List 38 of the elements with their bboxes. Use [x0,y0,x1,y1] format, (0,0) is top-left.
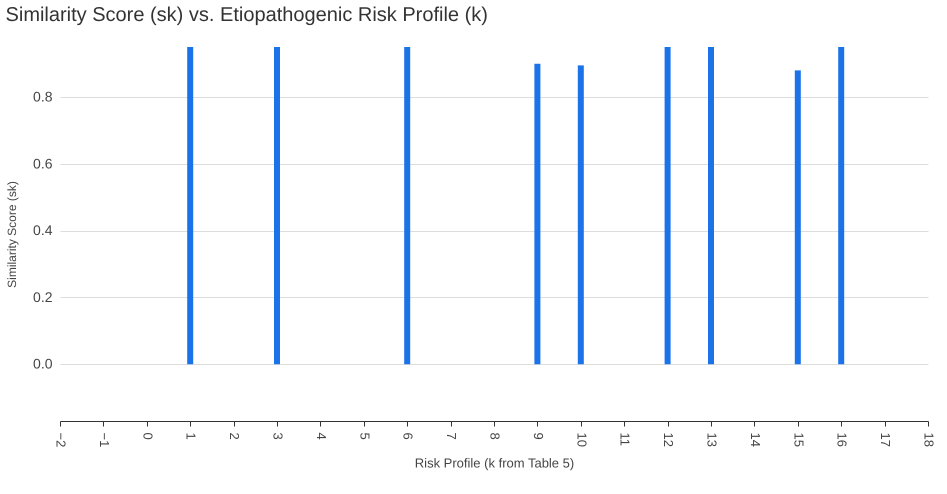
bar [534,64,540,364]
x-tick-label: 4 [314,432,329,440]
x-tick-label: 2 [227,432,242,440]
x-tick-label: 6 [400,432,416,440]
x-tick-label: 5 [357,432,372,440]
x-tick-label: 3 [270,432,286,440]
x-tick-label: 12 [661,432,676,447]
y-tick-label: 0.8 [33,88,53,105]
x-tick-label: 11 [618,432,633,446]
bar [187,47,194,364]
x-tick-label: 15 [791,432,806,447]
y-tick-label: 0.6 [33,155,53,172]
x-tick-label: −2 [54,432,68,448]
y-axis-title: Similarity Score (sk) [5,181,20,288]
x-tick-label: 18 [922,432,936,447]
chart-title: Similarity Score (sk) vs. Etiopathogenic Risk Profile (k) [6,4,488,26]
x-tick-label: 17 [878,432,894,447]
bar [578,65,584,364]
y-tick-label: 0.2 [33,288,53,305]
y-tick-label: 0.0 [33,356,53,372]
x-tick-label: −1 [96,432,112,448]
bar [274,47,280,364]
bar [794,70,801,364]
x-tick-label: 9 [530,432,546,440]
x-tick-label: 10 [574,432,590,447]
x-tick-label: 7 [444,432,460,440]
x-tick-label: 8 [488,432,502,440]
x-tick-label: 14 [748,432,763,447]
bar [708,47,714,364]
x-tick-label: 0 [140,432,156,440]
bar [838,47,844,364]
x-axis-title: Risk Profile (k from Table 5) [414,455,574,470]
x-tick-label: 16 [834,432,850,447]
y-tick-label: 0.4 [33,222,53,238]
x-tick-label: 13 [704,432,720,447]
x-tick-label: 1 [184,432,199,440]
bar [404,47,410,364]
bar [664,47,671,364]
